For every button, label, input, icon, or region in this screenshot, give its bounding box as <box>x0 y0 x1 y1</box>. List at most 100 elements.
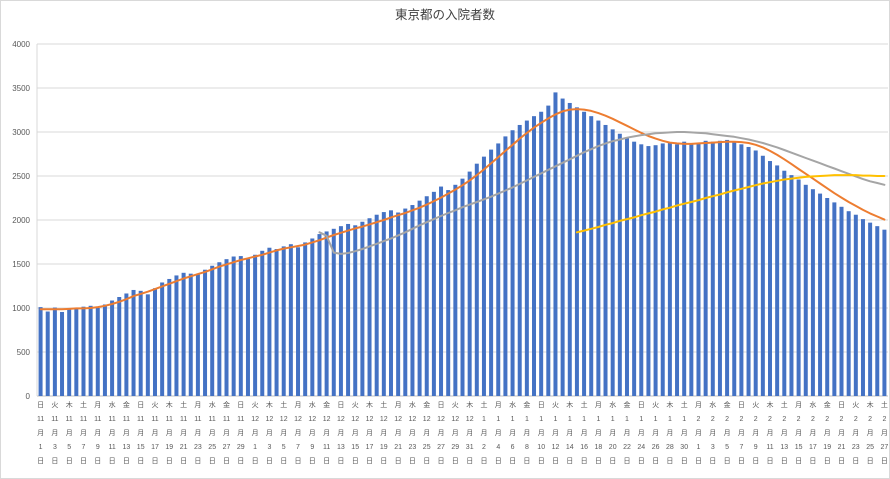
svg-text:日: 日 <box>609 457 616 465</box>
svg-text:日: 日 <box>581 457 588 465</box>
svg-text:月: 月 <box>881 429 888 437</box>
svg-text:月: 月 <box>109 429 116 437</box>
svg-text:日: 日 <box>509 457 516 465</box>
svg-text:15: 15 <box>137 444 145 451</box>
svg-text:12: 12 <box>251 416 259 423</box>
svg-text:月: 月 <box>209 429 216 437</box>
svg-text:火: 火 <box>552 401 559 409</box>
svg-text:11: 11 <box>108 444 115 451</box>
svg-text:日: 日 <box>194 457 201 465</box>
svg-text:木: 木 <box>366 400 373 409</box>
svg-text:4000: 4000 <box>12 40 30 49</box>
svg-text:日: 日 <box>695 457 702 465</box>
svg-text:日: 日 <box>51 457 58 465</box>
svg-text:水: 水 <box>709 400 716 409</box>
svg-text:15: 15 <box>351 444 359 451</box>
svg-text:日: 日 <box>323 457 330 465</box>
svg-text:月: 月 <box>852 429 859 437</box>
svg-text:月: 月 <box>509 429 516 437</box>
svg-text:28: 28 <box>666 444 674 451</box>
svg-text:月: 月 <box>180 429 187 437</box>
svg-text:2: 2 <box>782 416 786 423</box>
svg-text:12: 12 <box>409 416 417 423</box>
svg-text:1: 1 <box>639 416 643 423</box>
svg-text:3: 3 <box>53 444 57 451</box>
y-axis-labels: 0 500 1000 1500 2000 2500 3000 3500 4000 <box>12 40 30 401</box>
svg-text:木: 木 <box>166 400 173 409</box>
svg-text:月: 月 <box>795 429 802 437</box>
chart-title: 東京都の入院者数 <box>395 7 496 22</box>
svg-text:12: 12 <box>337 416 345 423</box>
svg-text:25: 25 <box>208 444 216 451</box>
svg-text:11: 11 <box>108 416 115 423</box>
svg-text:2: 2 <box>725 416 729 423</box>
svg-text:18: 18 <box>595 444 603 451</box>
line-yellow <box>575 174 886 234</box>
svg-text:1: 1 <box>525 416 529 423</box>
x-axis-labels: 日11月1日火11月3日木11月5日土11月7日月11月9日水11月11日金11… <box>37 400 888 465</box>
svg-text:月: 月 <box>666 429 673 437</box>
svg-text:日: 日 <box>438 401 445 409</box>
svg-text:日: 日 <box>180 457 187 465</box>
svg-text:金: 金 <box>323 400 330 409</box>
svg-text:土: 土 <box>581 400 588 409</box>
svg-text:月: 月 <box>252 429 259 437</box>
svg-text:1: 1 <box>697 444 701 451</box>
svg-text:19: 19 <box>380 444 388 451</box>
svg-text:12: 12 <box>451 416 459 423</box>
svg-text:月: 月 <box>538 429 545 437</box>
svg-text:日: 日 <box>438 457 445 465</box>
svg-text:2: 2 <box>854 416 858 423</box>
svg-text:日: 日 <box>252 457 259 465</box>
svg-text:日: 日 <box>724 457 731 465</box>
line-series-group <box>39 108 886 311</box>
svg-text:日: 日 <box>852 457 859 465</box>
svg-text:日: 日 <box>838 401 845 409</box>
svg-text:月: 月 <box>752 429 759 437</box>
svg-text:13: 13 <box>780 444 788 451</box>
line-gray <box>318 131 886 255</box>
svg-text:日: 日 <box>738 401 745 409</box>
svg-text:1: 1 <box>482 416 486 423</box>
svg-text:日: 日 <box>152 457 159 465</box>
svg-text:水: 水 <box>109 400 116 409</box>
svg-text:月: 月 <box>66 429 73 437</box>
svg-text:5: 5 <box>282 444 286 451</box>
svg-text:29: 29 <box>237 444 245 451</box>
svg-text:月: 月 <box>495 401 502 409</box>
svg-text:月: 月 <box>838 429 845 437</box>
svg-text:1500: 1500 <box>12 260 30 269</box>
svg-text:日: 日 <box>809 457 816 465</box>
svg-text:12: 12 <box>366 416 374 423</box>
svg-text:日: 日 <box>638 457 645 465</box>
svg-text:11: 11 <box>66 416 73 423</box>
svg-text:2: 2 <box>825 416 829 423</box>
svg-text:7: 7 <box>296 444 300 451</box>
svg-text:3500: 3500 <box>12 84 30 93</box>
svg-text:日: 日 <box>395 457 402 465</box>
svg-text:日: 日 <box>552 457 559 465</box>
svg-text:1: 1 <box>611 416 615 423</box>
svg-text:25: 25 <box>866 444 874 451</box>
svg-text:2: 2 <box>840 416 844 423</box>
svg-text:火: 火 <box>752 401 759 409</box>
svg-text:17: 17 <box>151 444 159 451</box>
svg-text:月: 月 <box>395 401 402 409</box>
svg-text:月: 月 <box>781 429 788 437</box>
svg-text:水: 水 <box>509 400 516 409</box>
svg-text:2: 2 <box>711 416 715 423</box>
svg-text:日: 日 <box>123 457 130 465</box>
svg-text:12: 12 <box>294 416 302 423</box>
svg-text:月: 月 <box>137 429 144 437</box>
svg-text:日: 日 <box>523 457 530 465</box>
svg-text:21: 21 <box>838 444 846 451</box>
svg-text:土: 土 <box>481 400 488 409</box>
svg-text:12: 12 <box>380 416 388 423</box>
svg-text:木: 木 <box>666 400 673 409</box>
svg-text:27: 27 <box>437 444 445 451</box>
svg-text:1: 1 <box>582 416 586 423</box>
svg-text:日: 日 <box>752 457 759 465</box>
svg-text:日: 日 <box>538 401 545 409</box>
svg-text:12: 12 <box>423 416 431 423</box>
